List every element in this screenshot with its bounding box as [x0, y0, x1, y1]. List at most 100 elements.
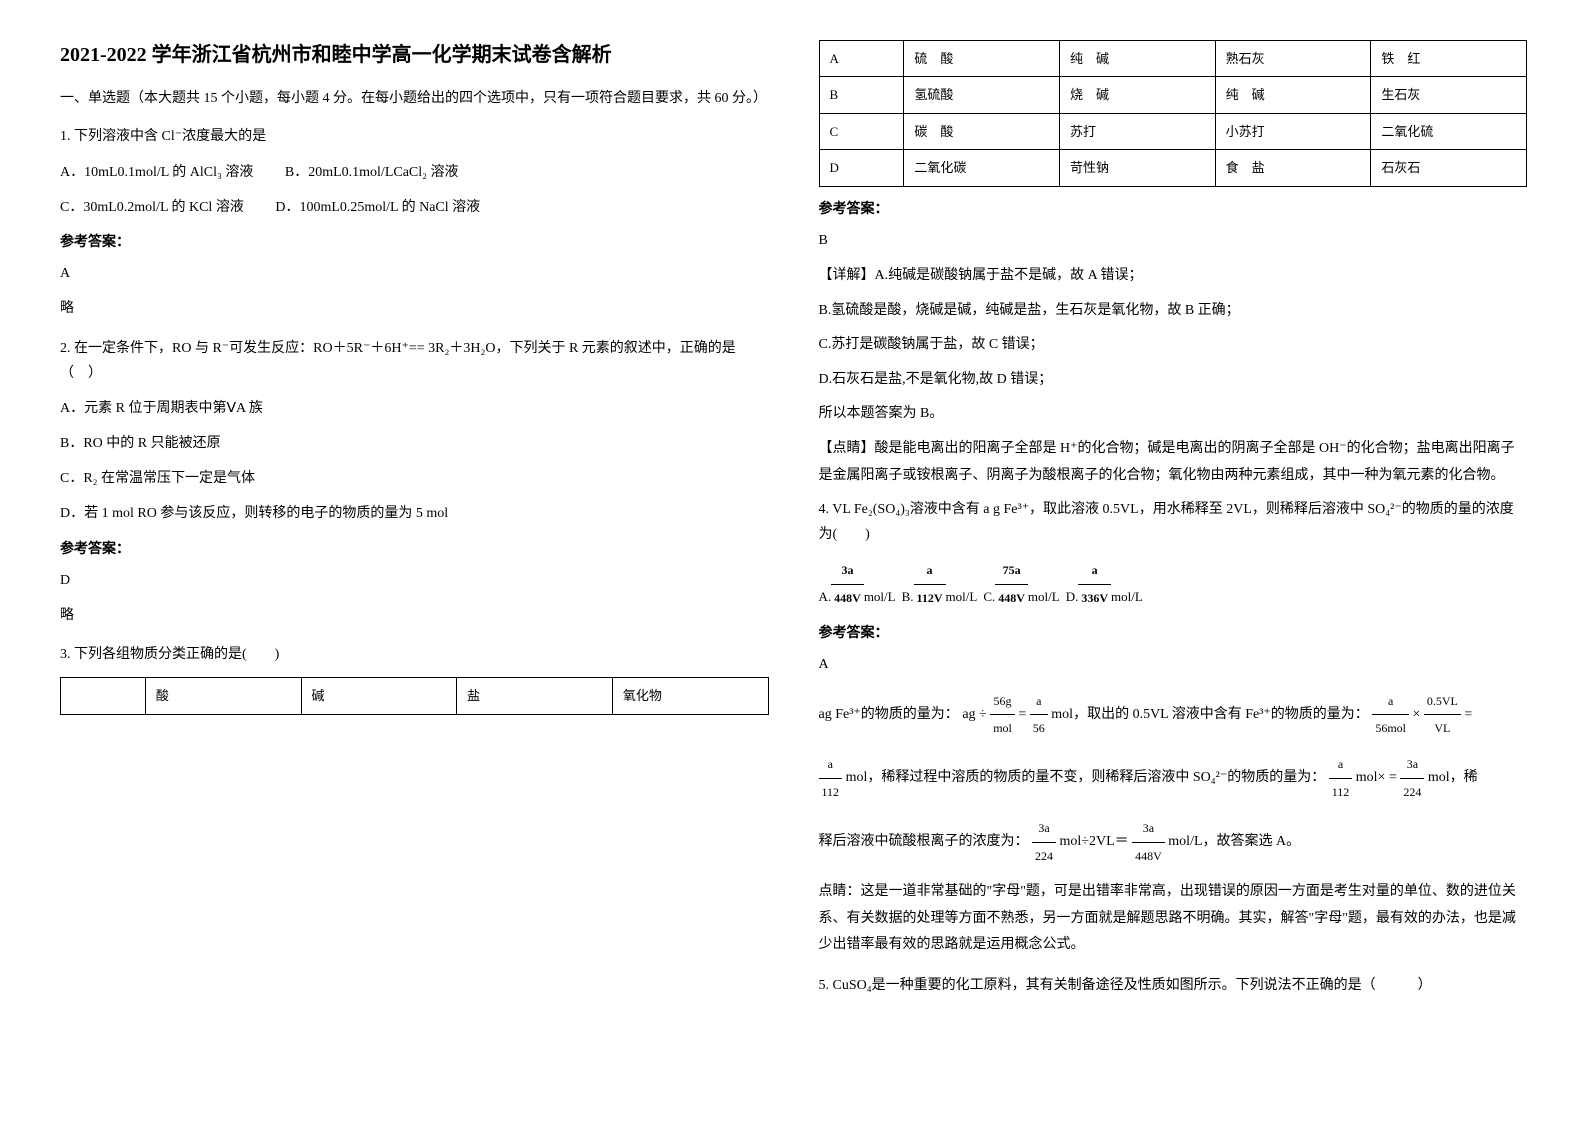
q4-opt-c: C. 75a 448V mol/L	[983, 557, 1059, 611]
q4-e5-num: 3a	[1032, 815, 1056, 842]
q1-opt-c: C．30mL0.2mol/L 的 KCl 溶液	[60, 200, 244, 215]
q4-e2-den2: VL	[1424, 715, 1461, 741]
q4-e5-frac1: 3a 224	[1032, 815, 1056, 869]
q2-opt-c: C．R₂ 在常温常压下一定是气体	[60, 466, 769, 491]
th-1: 酸	[145, 678, 301, 714]
td-b3: 纯 碱	[1215, 77, 1371, 113]
q4-e3-unit: mol，稀释过程中溶质的物质的量不变，则稀释后溶液中 SO₄²⁻的物质的量为：	[846, 771, 1326, 786]
q2-answer: D	[60, 568, 769, 593]
question-4-text: 4. VL Fe₂(SO₄)₃溶液中含有 a g Fe³⁺，取此溶液 0.5VL…	[819, 497, 1528, 547]
q3-explain-1: 【详解】A.纯碱是碳酸钠属于盐不是碱，故 A 错误；	[819, 263, 1528, 290]
q2-explain: 略	[60, 603, 769, 628]
q4-opt-c-label: C.	[983, 583, 995, 612]
q4-e5-pre: 释后溶液中硫酸根离子的浓度为：	[819, 834, 1029, 849]
td-c4: 二氧化硫	[1371, 113, 1527, 149]
question-4: 4. VL Fe₂(SO₄)₃溶液中含有 a g Fe³⁺，取此溶液 0.5VL…	[819, 497, 1528, 959]
q4-e1-num: 56g	[990, 688, 1015, 715]
q4-e2-eq: =	[1464, 707, 1472, 722]
td-a3: 熟石灰	[1215, 41, 1371, 77]
q3-table-header: 酸 碱 盐 氧化物	[60, 677, 769, 714]
q4-e4b-den: 224	[1400, 779, 1424, 805]
right-column: A 硫 酸 纯 碱 熟石灰 铁 红 B 氢硫酸 烧 碱 纯 碱 生石灰 C 碳 …	[819, 40, 1528, 1012]
q4-opt-a: A. 3a 448V mol/L	[819, 557, 896, 611]
q4-opt-c-den: 448V	[995, 585, 1028, 611]
q1-opt-b: B．20mL0.1mol/LCaCl₂ 溶液	[285, 165, 459, 180]
q4-explain-line-2: a 112 mol，稀释过程中溶质的物质的量不变，则稀释后溶液中 SO₄²⁻的物…	[819, 751, 1528, 805]
q4-e1-unit: mol，取出的 0.5VL 溶液中含有 Fe³⁺的物质的量为：	[1051, 707, 1369, 722]
q4-opt-c-unit: mol/L	[1028, 583, 1060, 612]
td-d1: 二氧化碳	[904, 150, 1060, 186]
q3-explain-6: 【点睛】酸是能电离出的阳离子全部是 H⁺的化合物；碱是电离出的阴离子全部是 OH…	[819, 436, 1528, 489]
q4-e2-num: a	[1372, 688, 1409, 715]
q4-e3-num: a	[819, 751, 843, 778]
q3-explain-5: 所以本题答案为 B。	[819, 401, 1528, 428]
question-1-text: 1. 下列溶液中含 Cl⁻浓度最大的是	[60, 124, 769, 149]
q4-opt-b-num: a	[914, 557, 946, 584]
q3-explain-2: B.氢硫酸是酸，烧碱是碱，纯碱是盐，生石灰是氧化物，故 B 正确；	[819, 298, 1528, 325]
q4-e4-num: a	[1329, 751, 1353, 778]
q4-opt-a-den: 448V	[831, 585, 864, 611]
question-1-option-cd: C．30mL0.2mol/L 的 KCl 溶液 D．100mL0.25mol/L…	[60, 195, 769, 220]
q3-answer: B	[819, 228, 1528, 253]
q4-opt-d-label: D.	[1066, 583, 1079, 612]
td-d2: 苛性钠	[1060, 150, 1216, 186]
q4-opt-a-frac: 3a 448V	[831, 557, 864, 611]
q2-answer-label: 参考答案：	[60, 537, 769, 562]
q1-answer-label: 参考答案：	[60, 230, 769, 255]
q1-opt-d: D．100mL0.25mol/L 的 NaCl 溶液	[275, 200, 480, 215]
th-0	[61, 678, 146, 714]
td-b2: 烧 碱	[1060, 77, 1216, 113]
table-row-b: B 氢硫酸 烧 碱 纯 碱 生石灰	[819, 77, 1527, 113]
th-4: 氧化物	[612, 678, 768, 714]
q4-e4b-frac: 3a 224	[1400, 751, 1424, 805]
q3-explain-4: D.石灰石是盐,不是氧化物,故 D 错误；	[819, 367, 1528, 394]
q4-e1-den: mol	[990, 715, 1015, 741]
td-a2: 纯 碱	[1060, 41, 1216, 77]
q4-e2-mid: ×	[1412, 707, 1420, 722]
td-d0: D	[819, 150, 904, 186]
q4-opt-d-num: a	[1078, 557, 1111, 584]
q4-opt-b-den: 112V	[914, 585, 946, 611]
td-a4: 铁 红	[1371, 41, 1527, 77]
td-a0: A	[819, 41, 904, 77]
th-2: 碱	[301, 678, 457, 714]
q4-explain-line-3: 释后溶液中硫酸根离子的浓度为： 3a 224 mol÷2VL＝ 3a 448V …	[819, 815, 1528, 869]
q4-e1-den2: 56	[1030, 715, 1048, 741]
question-2-text: 2. 在一定条件下，RO 与 R⁻可发生反应：RO＋5R⁻＋6H⁺== 3R₂＋…	[60, 336, 769, 386]
q4-opt-d-frac: a 336V	[1078, 557, 1111, 611]
td-c2: 苏打	[1060, 113, 1216, 149]
question-3-text: 3. 下列各组物质分类正确的是( )	[60, 642, 769, 667]
q4-e-pre: ag Fe³⁺的物质的量为：	[819, 707, 959, 722]
td-b4: 生石灰	[1371, 77, 1527, 113]
q4-e4-unit: mol×	[1356, 771, 1386, 786]
q4-e2-num2: 0.5VL	[1424, 688, 1461, 715]
q3-table-body: A 硫 酸 纯 碱 熟石灰 铁 红 B 氢硫酸 烧 碱 纯 碱 生石灰 C 碳 …	[819, 40, 1528, 187]
q4-e5-num2: 3a	[1132, 815, 1165, 842]
td-b1: 氢硫酸	[904, 77, 1060, 113]
q2-opt-b: B．RO 中的 R 只能被还原	[60, 431, 769, 456]
q4-e1-frac1: 56g mol	[990, 688, 1015, 742]
td-d4: 石灰石	[1371, 150, 1527, 186]
td-b0: B	[819, 77, 904, 113]
q1-answer: A	[60, 261, 769, 286]
q4-opt-d-den: 336V	[1078, 585, 1111, 611]
q4-e3-frac: a 112	[819, 751, 843, 805]
q4-opt-d-unit: mol/L	[1111, 583, 1143, 612]
table-row-c: C 碳 酸 苏打 小苏打 二氧化硫	[819, 113, 1527, 149]
section-1-heading: 一、单选题（本大题共 15 个小题，每小题 4 分。在每小题给出的四个选项中，只…	[60, 88, 769, 110]
q4-dianjing: 点睛：这是一道非常基础的"字母"题，可是出错率非常高，出现错误的原因一方面是考生…	[819, 879, 1528, 959]
q4-e2-den: 56mol	[1372, 715, 1409, 741]
q4-opt-b-unit: mol/L	[946, 583, 978, 612]
q4-e4b-eq: =	[1389, 771, 1400, 786]
q1-explain: 略	[60, 296, 769, 321]
q4-e5-den: 224	[1032, 843, 1056, 869]
q4-opt-b-label: B.	[902, 583, 914, 612]
q4-e4-frac: a 112	[1329, 751, 1353, 805]
td-c1: 碳 酸	[904, 113, 1060, 149]
q4-e3-den: 112	[819, 779, 843, 805]
q4-e1-eq: =	[1018, 707, 1029, 722]
q4-e5-den2: 448V	[1132, 843, 1165, 869]
q4-opt-a-unit: mol/L	[864, 583, 896, 612]
question-5-text: 5. CuSO₄是一种重要的化工原料，其有关制备途径及性质如图所示。下列说法不正…	[819, 973, 1528, 998]
q3-explain-3: C.苏打是碳酸钠属于盐，故 C 错误；	[819, 332, 1528, 359]
